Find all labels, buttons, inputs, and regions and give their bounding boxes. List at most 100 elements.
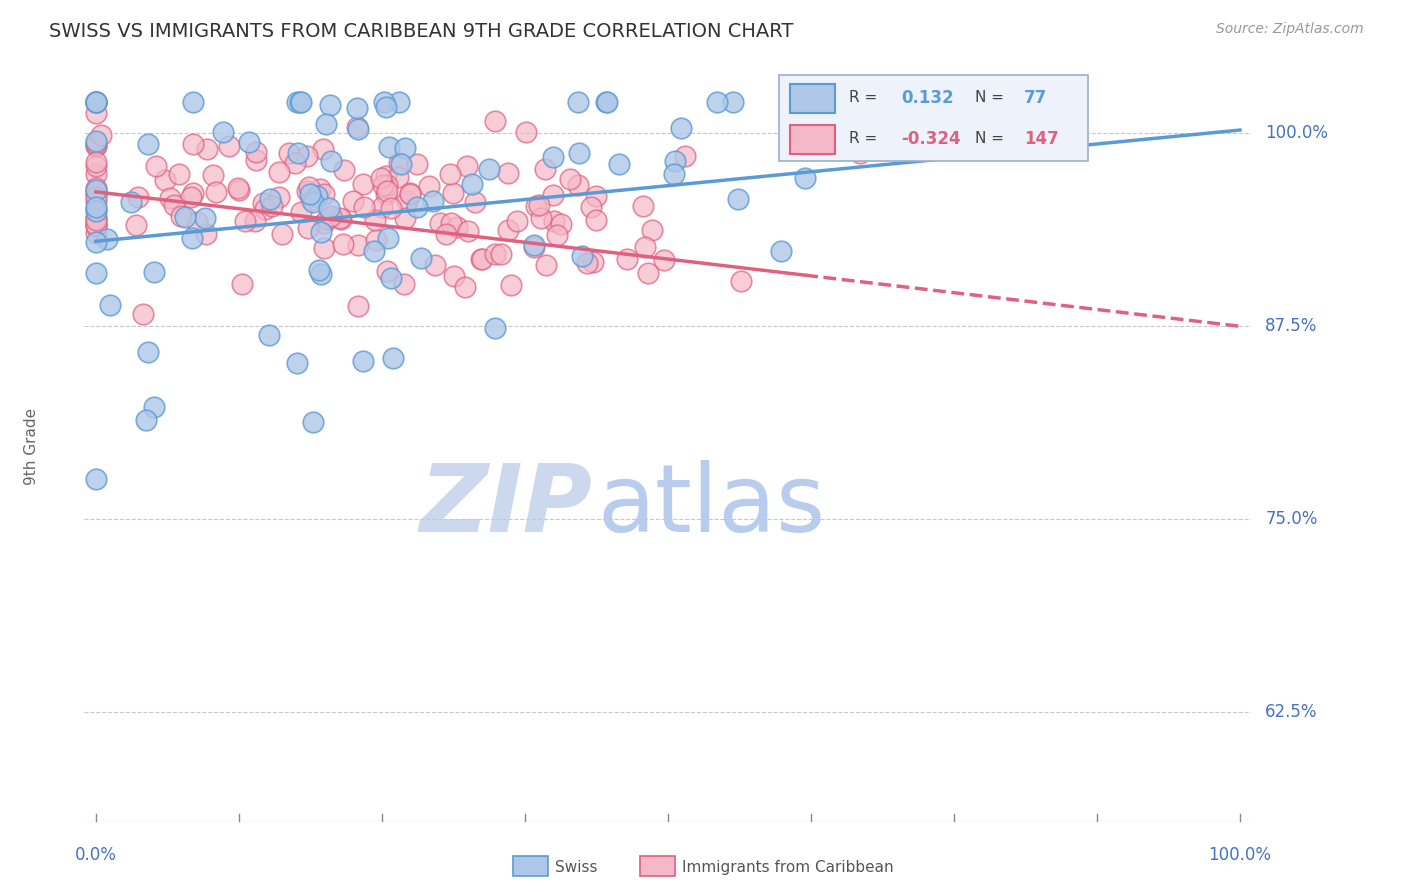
Text: Source: ZipAtlas.com: Source: ZipAtlas.com — [1216, 22, 1364, 37]
Point — [471, 252, 494, 266]
Point — [730, 274, 752, 288]
Point — [373, 178, 395, 192]
Point — [723, 95, 745, 110]
Point — [849, 145, 872, 160]
Point — [202, 168, 225, 182]
Point — [347, 299, 370, 313]
Point — [84, 190, 107, 204]
Point — [609, 157, 631, 171]
Point — [434, 227, 457, 241]
Point — [285, 95, 308, 110]
Point — [84, 167, 107, 181]
Point — [484, 247, 506, 261]
Point — [231, 277, 253, 291]
Text: 87.5%: 87.5% — [1265, 318, 1317, 335]
Point — [673, 149, 696, 163]
Point — [523, 237, 546, 252]
Point — [142, 265, 165, 279]
Point — [271, 227, 294, 242]
Point — [382, 351, 405, 365]
Text: 100.0%: 100.0% — [1208, 846, 1271, 863]
Point — [457, 223, 479, 237]
Point — [205, 185, 228, 199]
Point — [394, 211, 416, 226]
Point — [290, 204, 312, 219]
Text: SWISS VS IMMIGRANTS FROM CARIBBEAN 9TH GRADE CORRELATION CHART: SWISS VS IMMIGRANTS FROM CARIBBEAN 9TH G… — [49, 22, 793, 41]
Point — [352, 354, 374, 368]
Point — [634, 240, 657, 254]
Point — [84, 217, 107, 231]
Text: R =: R = — [849, 131, 877, 146]
Point — [245, 153, 267, 167]
Text: 147: 147 — [1024, 130, 1059, 148]
Point — [769, 244, 792, 258]
Point — [245, 145, 267, 160]
Point — [295, 148, 318, 162]
Point — [633, 199, 655, 213]
Point — [496, 166, 519, 180]
Point — [543, 214, 565, 228]
Point — [84, 136, 107, 150]
Point — [84, 154, 107, 169]
Point — [253, 202, 276, 216]
Text: 0.0%: 0.0% — [75, 846, 117, 863]
Point — [84, 266, 107, 280]
Point — [375, 187, 398, 202]
Point — [380, 271, 402, 285]
Point — [170, 209, 193, 223]
Point — [195, 227, 218, 242]
Point — [793, 170, 815, 185]
Text: N =: N = — [974, 131, 1004, 146]
Text: 0.132: 0.132 — [901, 88, 953, 106]
Point — [288, 95, 311, 110]
Point — [375, 264, 398, 278]
Point — [641, 223, 664, 237]
Point — [84, 235, 107, 250]
Point — [195, 142, 218, 156]
Point — [132, 307, 155, 321]
Point — [399, 186, 422, 201]
Point — [395, 194, 418, 209]
Point — [332, 237, 354, 252]
Point — [295, 184, 318, 198]
Point — [321, 209, 343, 223]
Point — [534, 258, 557, 272]
Point — [163, 198, 186, 212]
Point — [136, 137, 159, 152]
Point — [418, 178, 440, 193]
Point — [125, 218, 148, 232]
Point — [398, 187, 420, 202]
Point — [84, 95, 107, 110]
Point — [257, 327, 280, 342]
Text: R =: R = — [849, 90, 877, 105]
Point — [90, 128, 112, 142]
Point — [333, 163, 356, 178]
Point — [84, 226, 107, 240]
Point — [456, 159, 478, 173]
Point — [84, 106, 107, 120]
Point — [380, 201, 402, 215]
Point — [461, 177, 484, 191]
Point — [159, 191, 181, 205]
Point — [135, 413, 157, 427]
Point — [443, 269, 465, 284]
Text: 100.0%: 100.0% — [1265, 124, 1329, 142]
Text: ZIP: ZIP — [419, 460, 592, 552]
Point — [181, 136, 204, 151]
Point — [84, 194, 107, 208]
Point — [364, 233, 387, 247]
Point — [181, 231, 204, 245]
Point — [596, 95, 619, 110]
Point — [394, 141, 416, 155]
Point — [581, 200, 603, 214]
Point — [669, 120, 692, 135]
Point — [515, 125, 537, 139]
Point — [233, 214, 256, 228]
Point — [527, 198, 550, 212]
Point — [312, 142, 335, 156]
Text: 75.0%: 75.0% — [1265, 510, 1317, 528]
Point — [567, 178, 589, 192]
Point — [84, 472, 107, 486]
Point — [299, 193, 322, 207]
Point — [546, 227, 568, 242]
